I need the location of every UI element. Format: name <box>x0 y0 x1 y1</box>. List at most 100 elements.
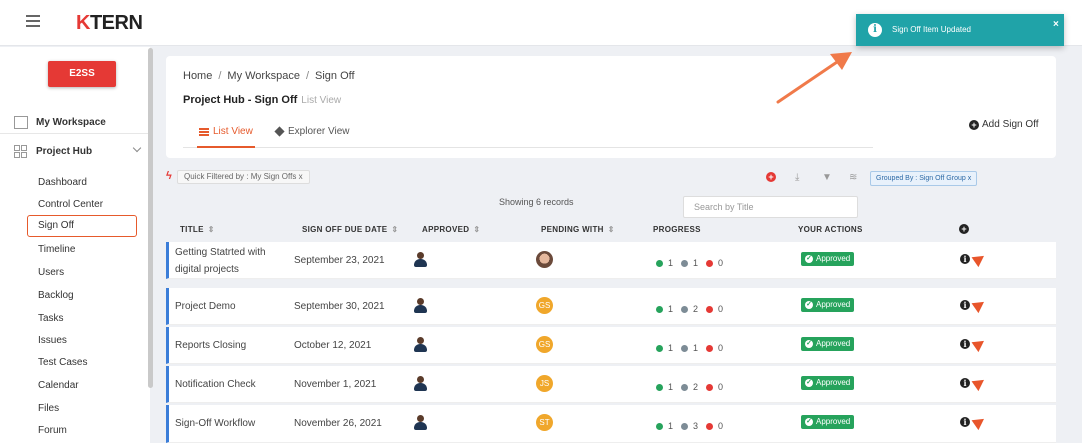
add-column-icon[interactable]: + <box>959 224 969 234</box>
record-count: Showing 6 records <box>499 197 574 207</box>
pending-avatar <box>536 251 553 268</box>
sort-icon[interactable]: ⇕ <box>607 225 615 234</box>
tab-explorer-view[interactable]: Explorer View <box>274 126 350 137</box>
table-row[interactable]: Reports Closing October 12, 2021 GS 1 1 … <box>166 327 1056 364</box>
approved-dot-icon <box>656 422 663 430</box>
sidebar-item-test-cases[interactable]: Test Cases <box>38 357 88 368</box>
sidebar-item-timeline[interactable]: Timeline <box>38 244 76 255</box>
info-icon[interactable]: i <box>960 339 970 349</box>
sort-icon[interactable]: ⇕ <box>391 225 399 234</box>
sidebar-item-my-workspace[interactable]: My Workspace <box>14 116 106 129</box>
pending-count: 1 <box>693 343 699 353</box>
column-header-pending-with[interactable]: Pending With ⇕ <box>541 225 615 234</box>
add-icon[interactable]: + <box>766 172 776 182</box>
group-by-chip[interactable]: Grouped By : Sign Off Group x <box>870 171 978 186</box>
pending-count: 3 <box>693 421 699 431</box>
plus-circle-icon: + <box>969 119 979 130</box>
column-header-title[interactable]: Title ⇕ <box>180 225 215 234</box>
pending-avatar: JS <box>536 375 553 392</box>
breadcrumb-home[interactable]: Home <box>183 70 213 82</box>
approver-avatar <box>414 252 428 268</box>
pending-count: 2 <box>693 304 699 314</box>
column-header-approved[interactable]: Approved ⇕ <box>422 225 480 234</box>
column-label: Sign Off Due Date <box>302 225 388 234</box>
sidebar-item-files[interactable]: Files <box>38 403 60 414</box>
rejected-count: 0 <box>718 382 724 392</box>
approver-avatar <box>414 337 428 353</box>
send-icon[interactable] <box>971 250 988 268</box>
workspace-brand-button[interactable]: E2SS <box>48 61 116 87</box>
row-title[interactable]: Sign-Off Workflow <box>175 418 256 429</box>
sidebar-item-users[interactable]: Users <box>38 267 65 278</box>
approved-count: 1 <box>668 421 674 431</box>
rejected-count: 0 <box>718 343 724 353</box>
sidebar-item-calendar[interactable]: Calendar <box>38 380 79 391</box>
tab-list-view[interactable]: List View <box>197 126 255 148</box>
quick-filter-chip[interactable]: Quick Filtered by : My Sign Offs x <box>177 170 310 184</box>
sidebar-item-label: My Workspace <box>36 117 106 128</box>
progress-indicator: 1 2 0 <box>656 382 731 392</box>
sidebar-scrollbar[interactable] <box>148 48 153 388</box>
sort-icon[interactable]: ⇕ <box>207 225 215 234</box>
layers-icon[interactable]: ≋ <box>849 172 858 183</box>
rejected-count: 0 <box>718 304 724 314</box>
search-input[interactable]: Search by Title <box>683 196 858 218</box>
rejected-dot-icon <box>706 259 714 267</box>
progress-indicator: 1 1 0 <box>656 258 731 268</box>
info-icon[interactable]: i <box>960 300 970 310</box>
hamburger-menu-icon[interactable] <box>26 15 40 27</box>
sidebar-item-dashboard[interactable]: Dashboard <box>38 177 87 188</box>
app-logo[interactable]: KTERN <box>76 12 143 35</box>
download-icon[interactable]: ⤓ <box>795 172 800 183</box>
row-title[interactable]: Reports Closing <box>175 340 247 351</box>
sort-icon[interactable]: ⇕ <box>473 225 481 234</box>
sidebar-item-backlog[interactable]: Backlog <box>38 290 74 301</box>
column-header-due-date[interactable]: Sign Off Due Date ⇕ <box>302 225 398 234</box>
approver-avatar <box>414 415 428 431</box>
arrow-shaft <box>776 58 842 104</box>
info-icon[interactable]: i <box>960 378 970 388</box>
row-title[interactable]: Notification Check <box>175 379 256 390</box>
info-icon[interactable]: i <box>960 254 970 264</box>
filter-icon[interactable]: ▼ <box>822 172 832 183</box>
sidebar-item-sign-off[interactable]: Sign Off <box>27 215 137 237</box>
close-icon[interactable]: x <box>967 175 972 182</box>
check-icon: ✓ <box>805 340 813 348</box>
table-row[interactable]: Getting Statrted with digital projects S… <box>166 242 1056 279</box>
add-sign-off-button[interactable]: + Add Sign Off <box>969 119 1039 130</box>
status-badge: ✓ Approved <box>801 298 855 312</box>
row-due-date: September 30, 2021 <box>294 301 385 312</box>
status-label: Approved <box>816 300 851 309</box>
sidebar-item-control-center[interactable]: Control Center <box>38 199 104 210</box>
send-icon[interactable] <box>971 296 988 314</box>
sidebar-item-project-hub[interactable]: Project Hub <box>14 145 92 158</box>
info-icon[interactable]: i <box>960 417 970 427</box>
check-icon: ✓ <box>805 418 813 426</box>
table-row[interactable]: Sign-Off Workflow November 26, 2021 ST 1… <box>166 405 1056 443</box>
send-icon[interactable] <box>971 374 988 392</box>
page-title: Project Hub - Sign Off List View <box>183 94 341 106</box>
send-icon[interactable] <box>971 413 988 431</box>
pending-dot-icon <box>681 344 689 352</box>
chevron-down-icon[interactable] <box>132 143 142 153</box>
table-row[interactable]: Project Demo September 30, 2021 GS 1 2 0… <box>166 288 1056 325</box>
approved-count: 1 <box>668 382 674 392</box>
sidebar-item-issues[interactable]: Issues <box>38 335 67 346</box>
approved-count: 1 <box>668 258 674 268</box>
sidebar-item-tasks[interactable]: Tasks <box>38 313 64 324</box>
sidebar-divider <box>0 133 148 134</box>
info-icon: i <box>868 23 882 37</box>
breadcrumb-workspace[interactable]: My Workspace <box>227 70 300 82</box>
approved-dot-icon <box>656 383 663 391</box>
toast-close-icon[interactable]: × <box>1053 19 1059 30</box>
rejected-dot-icon <box>706 383 714 391</box>
row-title[interactable]: Getting Statrted with digital projects <box>175 247 266 275</box>
close-icon[interactable]: x <box>298 172 303 181</box>
status-badge: ✓ Approved <box>801 376 855 390</box>
sidebar-item-forum[interactable]: Forum <box>38 425 67 436</box>
list-icon <box>199 127 209 136</box>
row-title[interactable]: Project Demo <box>175 301 236 312</box>
send-icon[interactable] <box>971 335 988 353</box>
table-row[interactable]: Notification Check November 1, 2021 JS 1… <box>166 366 1056 403</box>
breadcrumb-separator: / <box>305 70 310 82</box>
